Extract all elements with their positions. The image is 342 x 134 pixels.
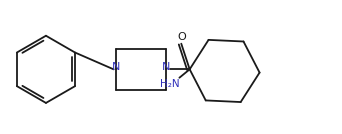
Text: H₂N: H₂N: [160, 79, 180, 89]
Text: N: N: [112, 62, 120, 72]
Text: N: N: [162, 62, 171, 72]
Text: O: O: [177, 32, 186, 42]
